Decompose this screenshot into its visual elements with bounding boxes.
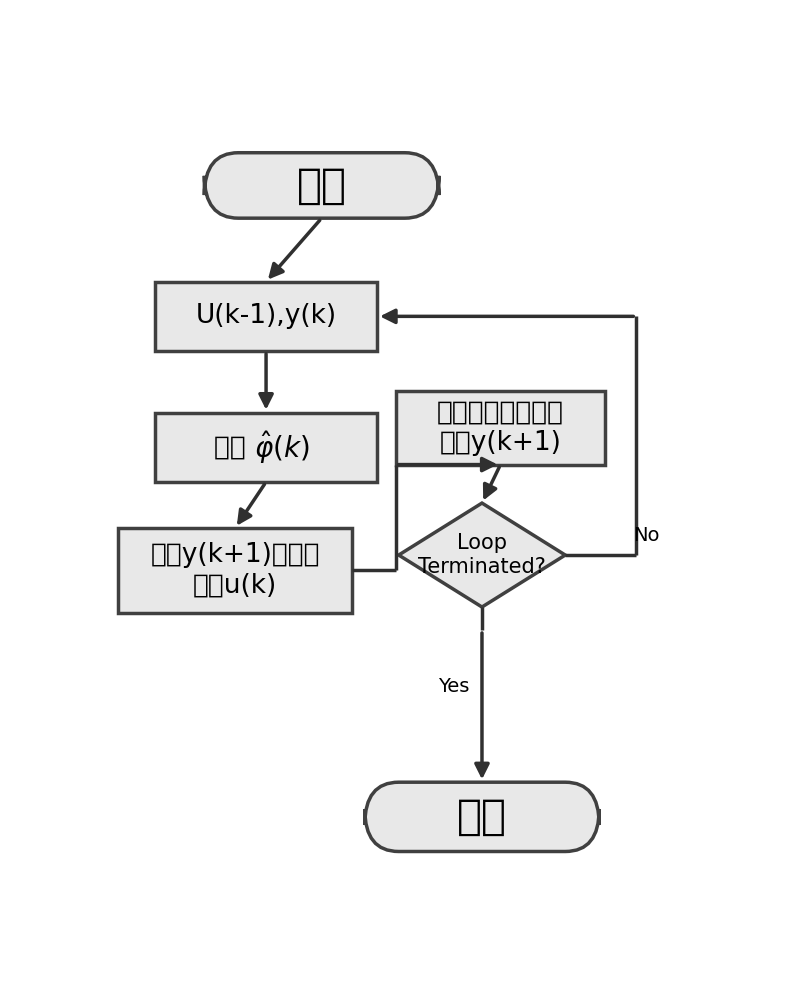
FancyBboxPatch shape: [118, 528, 353, 613]
Text: U(k-1),y(k): U(k-1),y(k): [196, 303, 337, 329]
Text: 开始: 开始: [297, 164, 346, 206]
FancyBboxPatch shape: [396, 391, 605, 465]
Text: No: No: [633, 526, 660, 545]
Text: 结束: 结束: [457, 796, 507, 838]
Text: 通过y(k+1)的期望
值求u(k): 通过y(k+1)的期望 值求u(k): [150, 542, 320, 598]
Text: $\hat{\varphi}(k)$: $\hat{\varphi}(k)$: [254, 429, 310, 466]
Text: Yes: Yes: [439, 677, 470, 696]
FancyBboxPatch shape: [155, 282, 377, 351]
FancyBboxPatch shape: [155, 413, 377, 482]
Polygon shape: [399, 503, 565, 607]
FancyBboxPatch shape: [365, 782, 599, 852]
FancyBboxPatch shape: [205, 153, 439, 218]
Text: 预测: 预测: [213, 434, 254, 460]
Text: 投入运行，观测点
实际y(k+1): 投入运行，观测点 实际y(k+1): [437, 400, 564, 456]
Text: Loop
Terminated?: Loop Terminated?: [418, 533, 546, 577]
